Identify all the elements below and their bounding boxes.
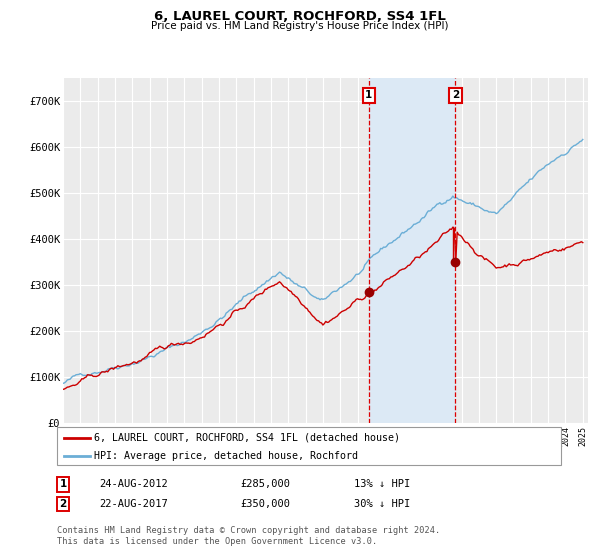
Text: 1: 1: [59, 479, 67, 489]
Bar: [369, 78, 455, 423]
Text: HPI: Average price, detached house, Rochford: HPI: Average price, detached house, Roch…: [94, 451, 358, 461]
Text: 24-AUG-2012: 24-AUG-2012: [99, 479, 168, 489]
Text: 13% ↓ HPI: 13% ↓ HPI: [354, 479, 410, 489]
Text: 6, LAUREL COURT, ROCHFORD, SS4 1FL (detached house): 6, LAUREL COURT, ROCHFORD, SS4 1FL (deta…: [94, 433, 400, 443]
Text: 6, LAUREL COURT, ROCHFORD, SS4 1FL: 6, LAUREL COURT, ROCHFORD, SS4 1FL: [154, 10, 446, 23]
Text: Price paid vs. HM Land Registry's House Price Index (HPI): Price paid vs. HM Land Registry's House …: [151, 21, 449, 31]
Text: 30% ↓ HPI: 30% ↓ HPI: [354, 499, 410, 509]
Text: 2: 2: [452, 91, 459, 100]
Text: 2: 2: [59, 499, 67, 509]
Text: £285,000: £285,000: [240, 479, 290, 489]
Text: 22-AUG-2017: 22-AUG-2017: [99, 499, 168, 509]
Text: Contains HM Land Registry data © Crown copyright and database right 2024.
This d: Contains HM Land Registry data © Crown c…: [57, 526, 440, 546]
Text: £350,000: £350,000: [240, 499, 290, 509]
Text: 1: 1: [365, 91, 373, 100]
